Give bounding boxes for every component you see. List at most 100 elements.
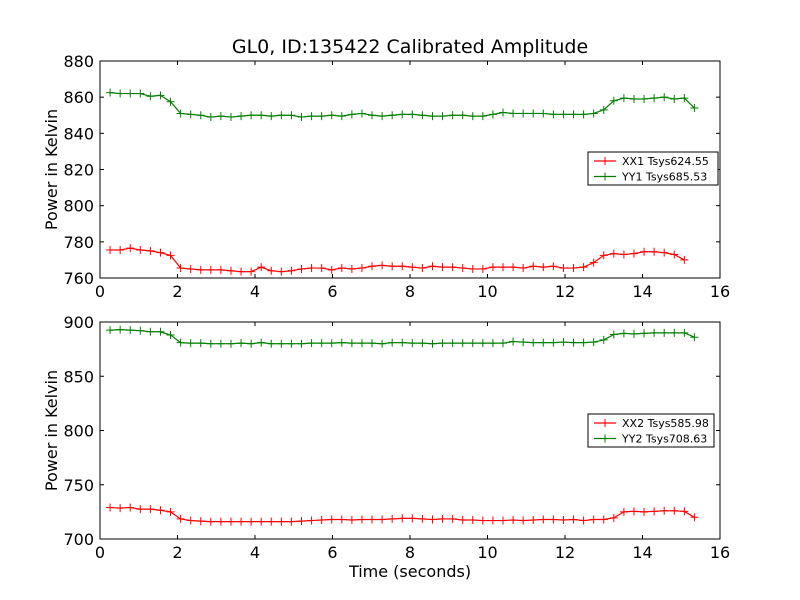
data-point (106, 88, 115, 97)
y-tick-label: 900 (63, 313, 94, 332)
data-point (448, 263, 457, 272)
data-point (418, 264, 427, 273)
data-point (478, 264, 487, 273)
data-point (609, 330, 618, 339)
data-point (226, 339, 235, 348)
data-point (116, 245, 125, 254)
data-point (640, 329, 649, 338)
x-tick-label: 4 (250, 543, 260, 562)
data-point (670, 328, 679, 337)
data-point (226, 266, 235, 275)
data-point (206, 339, 215, 348)
data-point (619, 507, 628, 516)
data-point (126, 503, 135, 512)
data-point (660, 506, 669, 515)
legend: XX2 Tsys585.98 YY2 Tsys708.63 (587, 413, 715, 448)
data-point (650, 94, 659, 103)
data-point (176, 109, 185, 118)
data-point (670, 506, 679, 515)
data-point (589, 258, 598, 267)
x-tick-label: 2 (172, 543, 182, 562)
data-point (337, 515, 346, 524)
data-point (539, 338, 548, 347)
data-point (609, 513, 618, 522)
data-point (579, 110, 588, 119)
data-point (428, 339, 437, 348)
data-point (438, 514, 447, 523)
data-point (670, 94, 679, 103)
data-point (650, 507, 659, 516)
data-point (680, 94, 689, 103)
data-point (398, 110, 407, 119)
x-tick-label: 6 (327, 282, 337, 301)
data-point (297, 264, 306, 273)
data-point (146, 246, 155, 255)
x-tick-label: 12 (555, 543, 575, 562)
data-point (116, 325, 125, 334)
data-point (499, 339, 507, 348)
data-point (136, 505, 145, 514)
data-point (378, 261, 387, 270)
y-tick-label: 800 (63, 197, 94, 216)
data-point (196, 111, 205, 120)
data-point (277, 111, 286, 120)
data-point (247, 339, 256, 348)
legend-marker (601, 419, 609, 427)
legend-label: XX1 Tsys624.55 (622, 155, 709, 168)
data-point (589, 109, 598, 118)
data-point (478, 112, 487, 121)
data-point (499, 263, 507, 272)
data-point (237, 112, 246, 121)
data-point (569, 338, 578, 347)
chart-title: GL0, ID:135422 Calibrated Amplitude (232, 36, 588, 58)
data-point (378, 515, 387, 524)
legend-label: YY1 Tsys685.53 (621, 171, 707, 184)
data-point (337, 112, 346, 121)
y-tick-label: 880 (63, 52, 94, 71)
data-point (629, 507, 638, 516)
data-point (529, 109, 538, 118)
data-point (136, 326, 145, 335)
data-point (206, 517, 215, 526)
data-point (307, 516, 316, 525)
data-point (287, 339, 296, 348)
data-point (478, 339, 487, 348)
y-tick-label: 860 (63, 88, 94, 107)
data-point (206, 265, 215, 274)
data-point (579, 338, 588, 347)
data-point (539, 109, 548, 118)
data-point (186, 339, 195, 348)
data-point (247, 517, 256, 526)
data-point (448, 339, 457, 348)
data-point (458, 264, 467, 273)
data-point (549, 262, 558, 271)
data-point (599, 251, 608, 260)
data-point (357, 515, 366, 524)
data-point (529, 516, 538, 525)
data-point (106, 245, 115, 254)
data-point (468, 112, 477, 121)
data-point (488, 110, 497, 119)
data-point (690, 333, 699, 342)
data-point (257, 111, 266, 120)
data-point (237, 339, 246, 348)
data-point (499, 108, 507, 117)
data-point (237, 517, 246, 526)
data-point (549, 338, 558, 347)
data-point (297, 113, 306, 122)
data-point (347, 516, 356, 525)
legend-marker (601, 157, 609, 165)
data-point (368, 111, 377, 120)
data-point (619, 329, 628, 338)
data-point (680, 255, 689, 264)
data-point (277, 517, 286, 526)
legend-box (587, 151, 719, 186)
legend: XX1 Tsys624.55 YY1 Tsys685.53 (587, 151, 719, 186)
data-point (317, 516, 326, 525)
data-point (226, 113, 235, 122)
x-tick-label: 10 (477, 543, 497, 562)
data-point (458, 339, 467, 348)
data-point (428, 515, 437, 524)
data-point (589, 338, 598, 347)
data-point (267, 517, 276, 526)
